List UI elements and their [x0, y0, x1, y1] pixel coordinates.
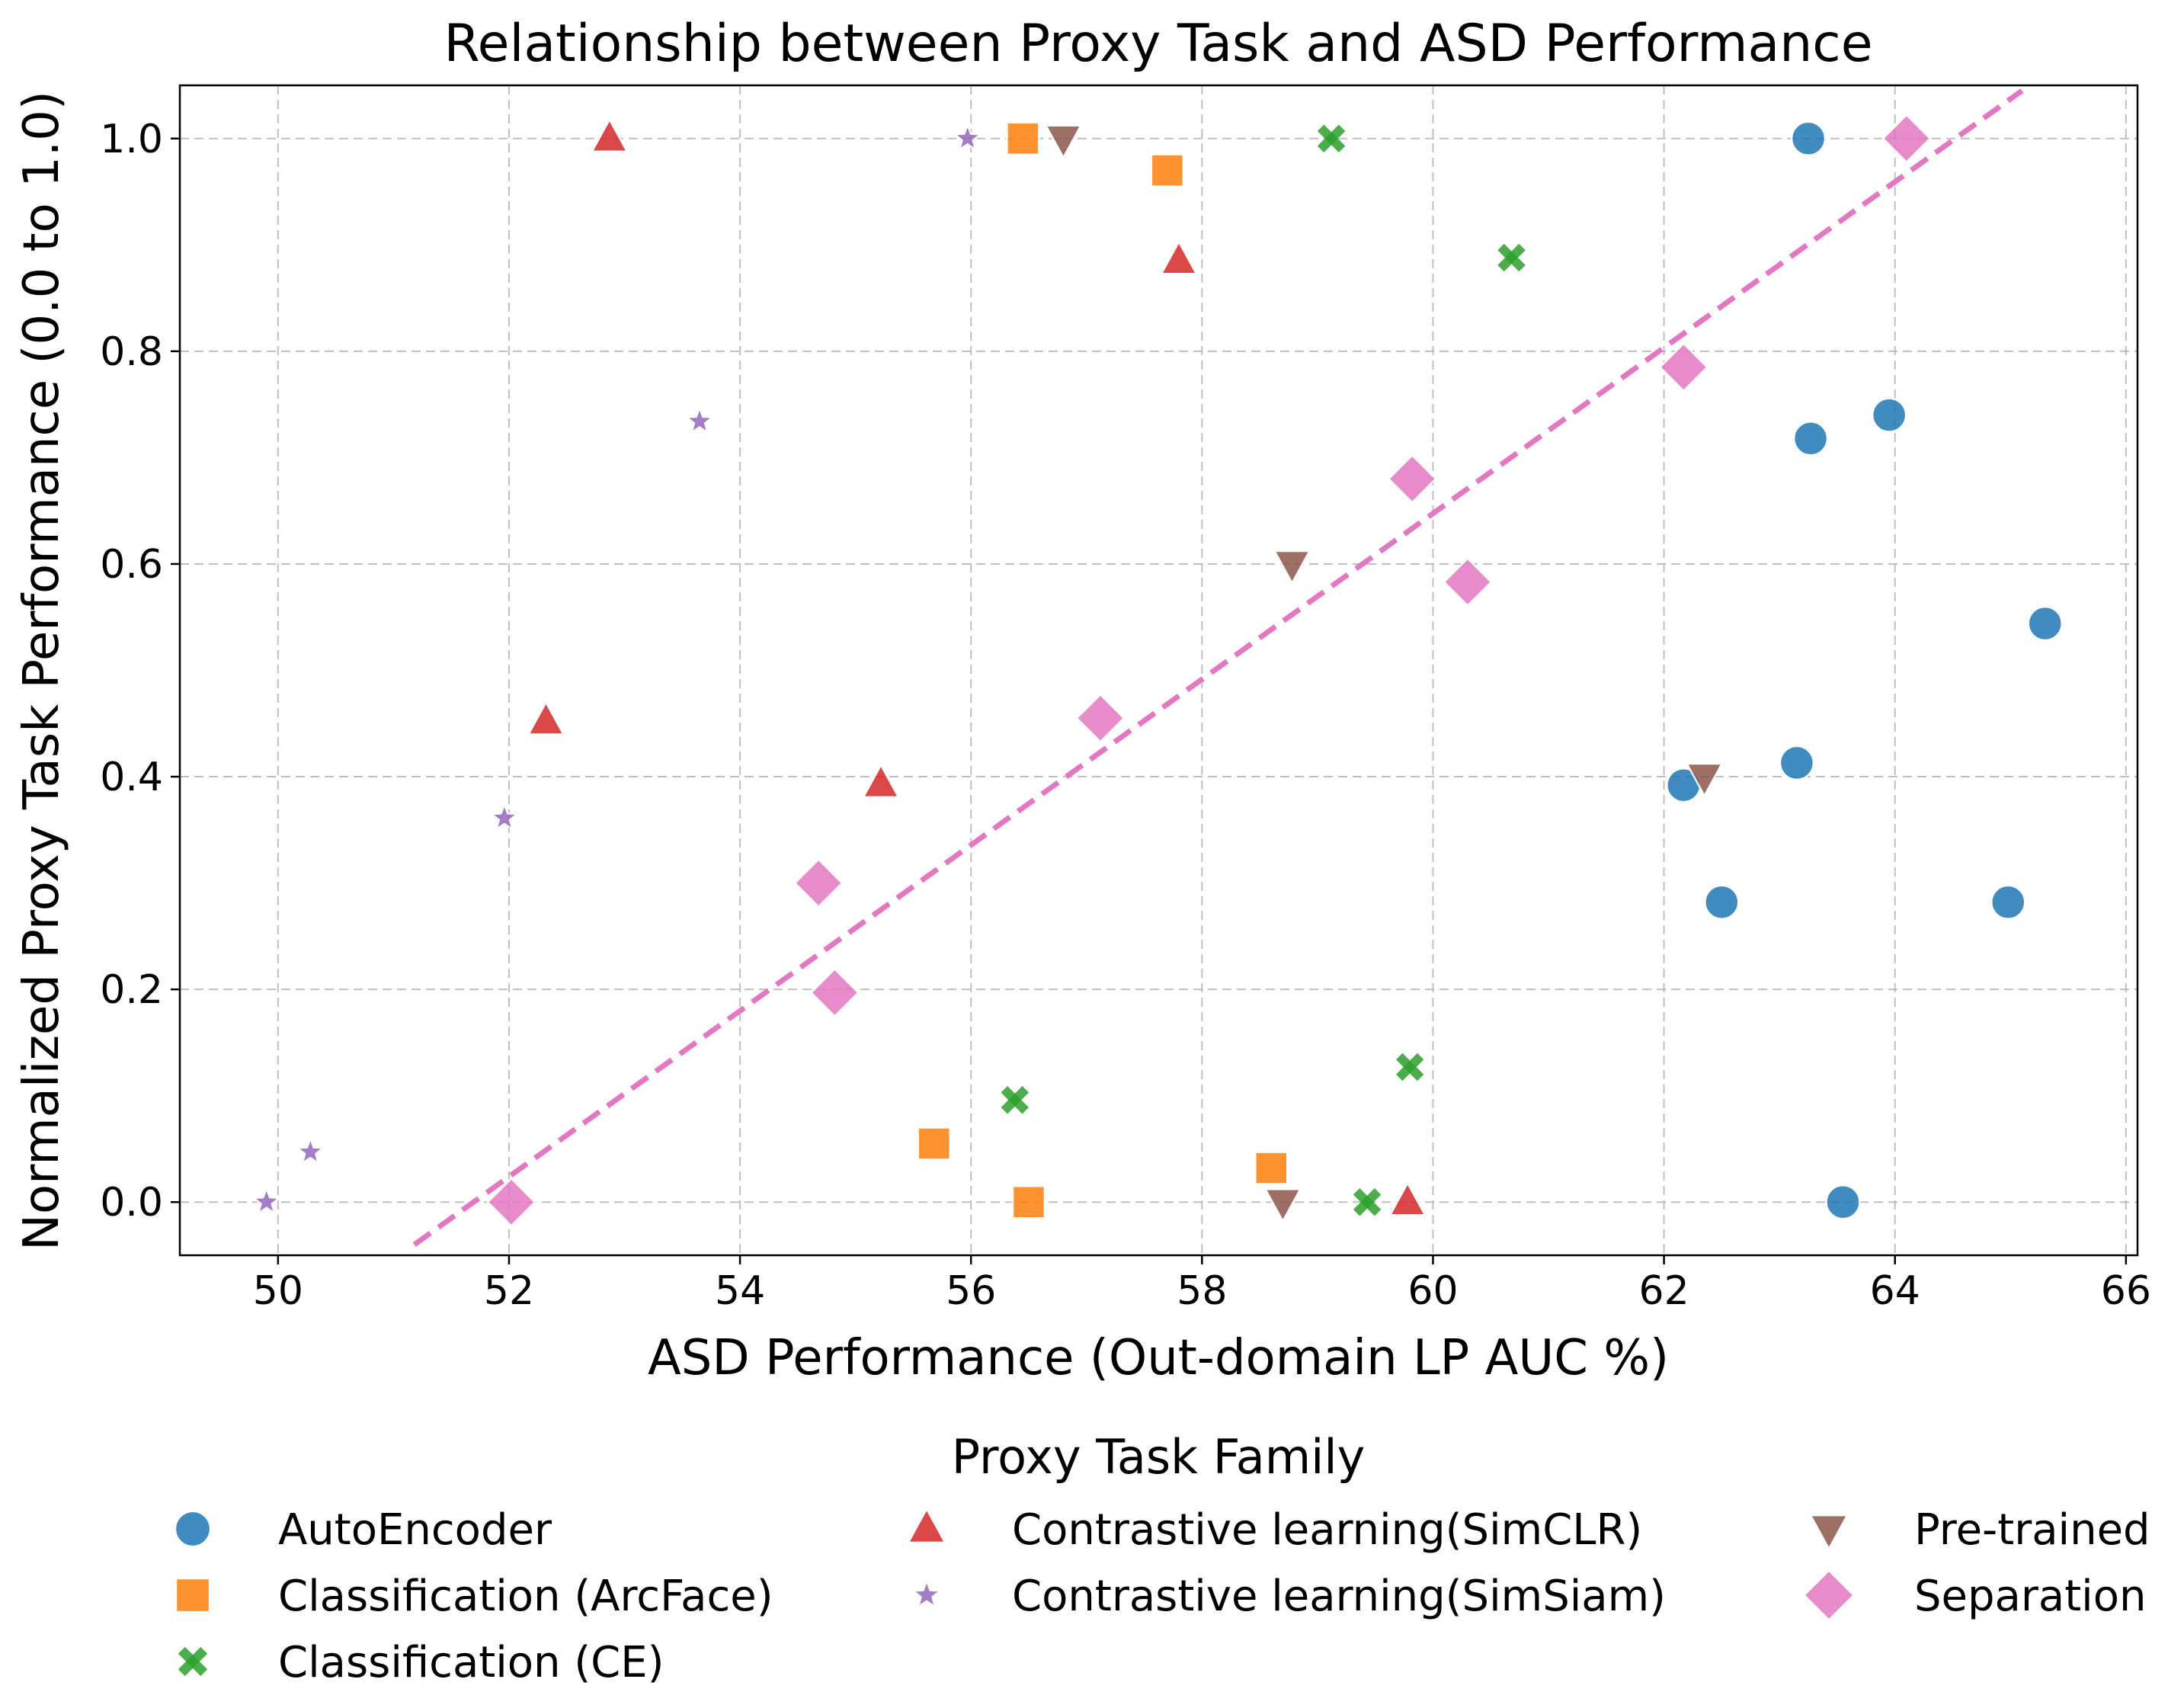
x-stroke [1497, 243, 1526, 272]
separation-point [1658, 342, 1709, 393]
classification-arcface-point [1254, 1151, 1289, 1185]
autoencoder-point [1790, 120, 1827, 157]
grid [180, 85, 2138, 1255]
legend-label: Separation [1914, 1572, 2146, 1621]
y-tick-label: 0.0 [100, 1180, 163, 1226]
autoencoder-point [1990, 884, 2026, 920]
legend-marker-pre-trained [1808, 1514, 1849, 1551]
legend-marker-autoencoder [174, 1510, 212, 1548]
y-tick-label: 1.0 [100, 117, 163, 162]
autoencoder-point [1871, 397, 1907, 433]
x-tick-label: 66 [2101, 1268, 2151, 1314]
axis-ticks: 50 52 54 56 58 60 62 64 66 0.0 0.2 0.4 0.6 0.8 1.0 [100, 117, 2151, 1314]
autoencoder-point [1792, 421, 1829, 457]
legend-marker-separation [1802, 1569, 1856, 1622]
classification-ce-point [1001, 1086, 1030, 1114]
legend: AutoEncoder Classification (ArcFace) Class… [174, 1505, 2150, 1687]
legend-label: AutoEncoder [278, 1505, 552, 1555]
x-stroke [178, 1646, 208, 1677]
legend-label: Classification (CE) [278, 1638, 664, 1687]
legend-label: Contrastive learning(SimSiam) [1012, 1572, 1666, 1621]
x-tick-label: 60 [1407, 1268, 1458, 1314]
legend-title: Proxy Task Family [952, 1429, 1366, 1485]
contrastive-learning-simsiam-point [952, 122, 984, 152]
contrastive-learning-simsiam-point [294, 1135, 326, 1166]
legend-item-contrastive-learning-simsiam: Contrastive learning(SimSiam) [910, 1572, 1666, 1621]
separation-point [1443, 556, 1493, 607]
legend-item-classification-ce: Classification (CE) [178, 1638, 664, 1687]
legend-item-classification-arcface: Classification (ArcFace) [175, 1572, 773, 1621]
pre-trained-point [1685, 762, 1724, 798]
separation-point [1881, 114, 1932, 164]
contrastive-learning-simclr-point [590, 117, 629, 153]
x-stroke [1353, 1187, 1382, 1216]
autoencoder-point [2027, 605, 2063, 642]
classification-arcface-point [1011, 1184, 1046, 1219]
classification-ce-point [1353, 1187, 1382, 1216]
autoencoder-point [1825, 1184, 1861, 1220]
legend-marker-classification-ce [178, 1646, 208, 1677]
x-tick-label: 52 [484, 1268, 534, 1314]
x-tick-label: 56 [946, 1268, 996, 1314]
legend-item-contrastive-learning-simclr: Contrastive learning(SimCLR) [906, 1505, 1642, 1555]
separation-point [1075, 693, 1126, 744]
contrastive-learning-simsiam-point [488, 801, 520, 832]
legend-marker-contrastive-learning-simsiam [910, 1578, 943, 1610]
separation-point [1387, 453, 1437, 505]
classification-ce-point [1497, 243, 1526, 272]
x-tick-label: 50 [253, 1268, 303, 1314]
x-tick-label: 54 [715, 1268, 765, 1314]
x-tick-label: 62 [1639, 1268, 1689, 1314]
legend-item-separation: Separation [1802, 1569, 2146, 1622]
y-tick-label: 0.6 [100, 542, 163, 588]
legend-marker-classification-arcface [175, 1577, 211, 1613]
pre-trained-point [1273, 550, 1311, 585]
x-stroke [1317, 124, 1346, 153]
x-stroke [1395, 1053, 1424, 1082]
contrastive-learning-simclr-point [527, 700, 565, 735]
autoencoder-point [1704, 884, 1740, 920]
autoencoder-point [1779, 745, 1815, 781]
y-tick-label: 0.4 [100, 755, 163, 800]
y-axis-label: Normalized Proxy Task Performance (0.0 t… [14, 91, 70, 1251]
pre-trained-point [1044, 124, 1083, 160]
classification-arcface-point [1150, 153, 1185, 187]
classification-arcface-point [917, 1126, 951, 1161]
separation-point [486, 1177, 536, 1227]
contrastive-learning-simclr-point [1159, 239, 1199, 275]
pre-trained-point [1263, 1187, 1302, 1223]
separation-trendline [412, 88, 2024, 1247]
legend-label: Classification (ArcFace) [278, 1572, 773, 1621]
contrastive-learning-simsiam-point [684, 405, 716, 435]
separation-point [809, 967, 860, 1018]
legend-marker-contrastive-learning-simclr [906, 1507, 947, 1544]
y-tick-label: 0.8 [100, 329, 163, 375]
x-tick-label: 64 [1870, 1268, 1920, 1314]
contrastive-learning-simsiam-point [251, 1185, 283, 1216]
legend-label: Contrastive learning(SimCLR) [1012, 1505, 1642, 1555]
x-axis-label: ASD Performance (Out-domain LP AUC %) [648, 1330, 1669, 1386]
separation-point [793, 857, 844, 908]
legend-item-pre-trained: Pre-trained [1808, 1505, 2150, 1555]
contrastive-learning-simclr-point [861, 763, 901, 799]
contrastive-learning-simclr-point [1388, 1181, 1427, 1216]
chart-title: Relationship between Proxy Task and ASD … [444, 14, 1872, 74]
legend-label: Pre-trained [1914, 1505, 2150, 1555]
trendline-layer [412, 88, 2024, 1247]
x-tick-label: 58 [1177, 1268, 1227, 1314]
classification-arcface-point [1006, 121, 1040, 156]
classification-ce-point [1317, 124, 1346, 153]
x-stroke [1001, 1086, 1030, 1114]
legend-item-autoencoder: AutoEncoder [174, 1505, 552, 1555]
plot-frame [178, 84, 2139, 1257]
classification-ce-point [1395, 1053, 1424, 1082]
y-tick-label: 0.2 [100, 967, 163, 1013]
data-points [251, 114, 2063, 1227]
